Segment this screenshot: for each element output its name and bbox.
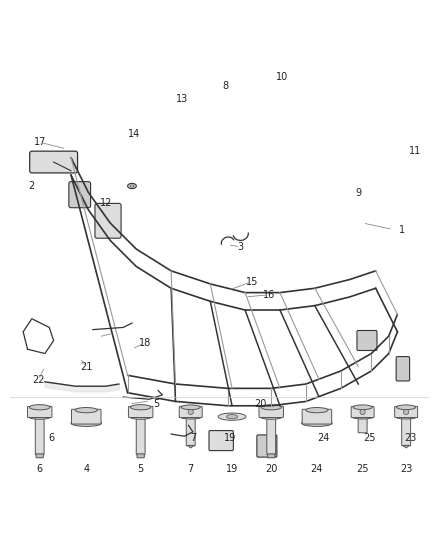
Ellipse shape xyxy=(131,405,151,410)
Ellipse shape xyxy=(28,414,51,419)
Ellipse shape xyxy=(261,405,282,410)
Text: 24: 24 xyxy=(317,433,330,443)
FancyBboxPatch shape xyxy=(179,406,202,417)
Circle shape xyxy=(360,409,365,415)
FancyBboxPatch shape xyxy=(259,406,283,417)
FancyBboxPatch shape xyxy=(302,409,332,424)
FancyBboxPatch shape xyxy=(35,416,44,455)
Text: 5: 5 xyxy=(138,464,144,474)
Ellipse shape xyxy=(302,420,332,426)
Text: 6: 6 xyxy=(37,464,43,474)
FancyBboxPatch shape xyxy=(36,454,43,458)
Ellipse shape xyxy=(29,405,50,410)
FancyBboxPatch shape xyxy=(186,416,195,446)
Ellipse shape xyxy=(351,414,374,419)
Text: 20: 20 xyxy=(254,399,267,409)
Text: 7: 7 xyxy=(190,433,196,443)
Ellipse shape xyxy=(75,408,97,413)
FancyBboxPatch shape xyxy=(268,454,275,458)
FancyBboxPatch shape xyxy=(402,416,410,446)
FancyBboxPatch shape xyxy=(95,204,121,238)
Ellipse shape xyxy=(396,405,416,409)
Ellipse shape xyxy=(353,405,372,409)
Ellipse shape xyxy=(218,413,246,421)
Ellipse shape xyxy=(226,415,237,419)
FancyBboxPatch shape xyxy=(128,406,153,417)
FancyBboxPatch shape xyxy=(395,406,417,417)
FancyBboxPatch shape xyxy=(267,416,276,455)
Text: 17: 17 xyxy=(34,138,47,148)
FancyBboxPatch shape xyxy=(30,151,78,173)
Text: 1: 1 xyxy=(399,224,405,235)
FancyBboxPatch shape xyxy=(358,416,367,433)
Text: 15: 15 xyxy=(245,277,258,287)
Ellipse shape xyxy=(260,414,283,419)
Polygon shape xyxy=(187,446,194,448)
FancyBboxPatch shape xyxy=(351,406,374,417)
Text: 8: 8 xyxy=(223,81,229,91)
Text: 24: 24 xyxy=(311,464,323,474)
Text: 10: 10 xyxy=(276,72,288,82)
Text: 12: 12 xyxy=(100,198,112,208)
FancyBboxPatch shape xyxy=(257,435,277,457)
Text: 25: 25 xyxy=(357,464,369,474)
Ellipse shape xyxy=(130,185,134,187)
Text: 11: 11 xyxy=(409,146,421,156)
Ellipse shape xyxy=(129,414,152,419)
FancyBboxPatch shape xyxy=(69,182,91,208)
Text: 2: 2 xyxy=(29,181,35,191)
FancyBboxPatch shape xyxy=(357,330,377,351)
Text: 5: 5 xyxy=(153,399,159,409)
FancyBboxPatch shape xyxy=(136,416,145,455)
Text: 9: 9 xyxy=(355,188,361,198)
Text: 3: 3 xyxy=(238,242,244,252)
Text: 4: 4 xyxy=(83,464,89,474)
FancyBboxPatch shape xyxy=(137,454,144,458)
Text: 25: 25 xyxy=(363,433,375,443)
Text: 14: 14 xyxy=(128,129,140,139)
Ellipse shape xyxy=(127,183,136,189)
Text: 19: 19 xyxy=(226,464,238,474)
Ellipse shape xyxy=(181,405,200,409)
Text: 13: 13 xyxy=(176,94,188,104)
Text: 18: 18 xyxy=(139,338,151,348)
Text: 20: 20 xyxy=(265,464,277,474)
Text: 16: 16 xyxy=(263,290,275,300)
Text: 7: 7 xyxy=(187,464,194,474)
Text: 6: 6 xyxy=(48,433,54,443)
Circle shape xyxy=(403,409,409,415)
FancyBboxPatch shape xyxy=(209,431,233,450)
Polygon shape xyxy=(403,446,410,448)
Ellipse shape xyxy=(395,414,417,419)
FancyBboxPatch shape xyxy=(28,406,52,417)
FancyBboxPatch shape xyxy=(396,357,410,381)
Ellipse shape xyxy=(180,414,202,419)
Text: 23: 23 xyxy=(404,433,417,443)
Text: 21: 21 xyxy=(80,361,92,372)
Text: 19: 19 xyxy=(224,433,236,443)
FancyBboxPatch shape xyxy=(71,409,101,424)
Circle shape xyxy=(188,409,193,415)
Ellipse shape xyxy=(71,420,102,426)
Ellipse shape xyxy=(306,408,328,413)
Text: 22: 22 xyxy=(32,375,45,385)
Text: 23: 23 xyxy=(400,464,412,474)
